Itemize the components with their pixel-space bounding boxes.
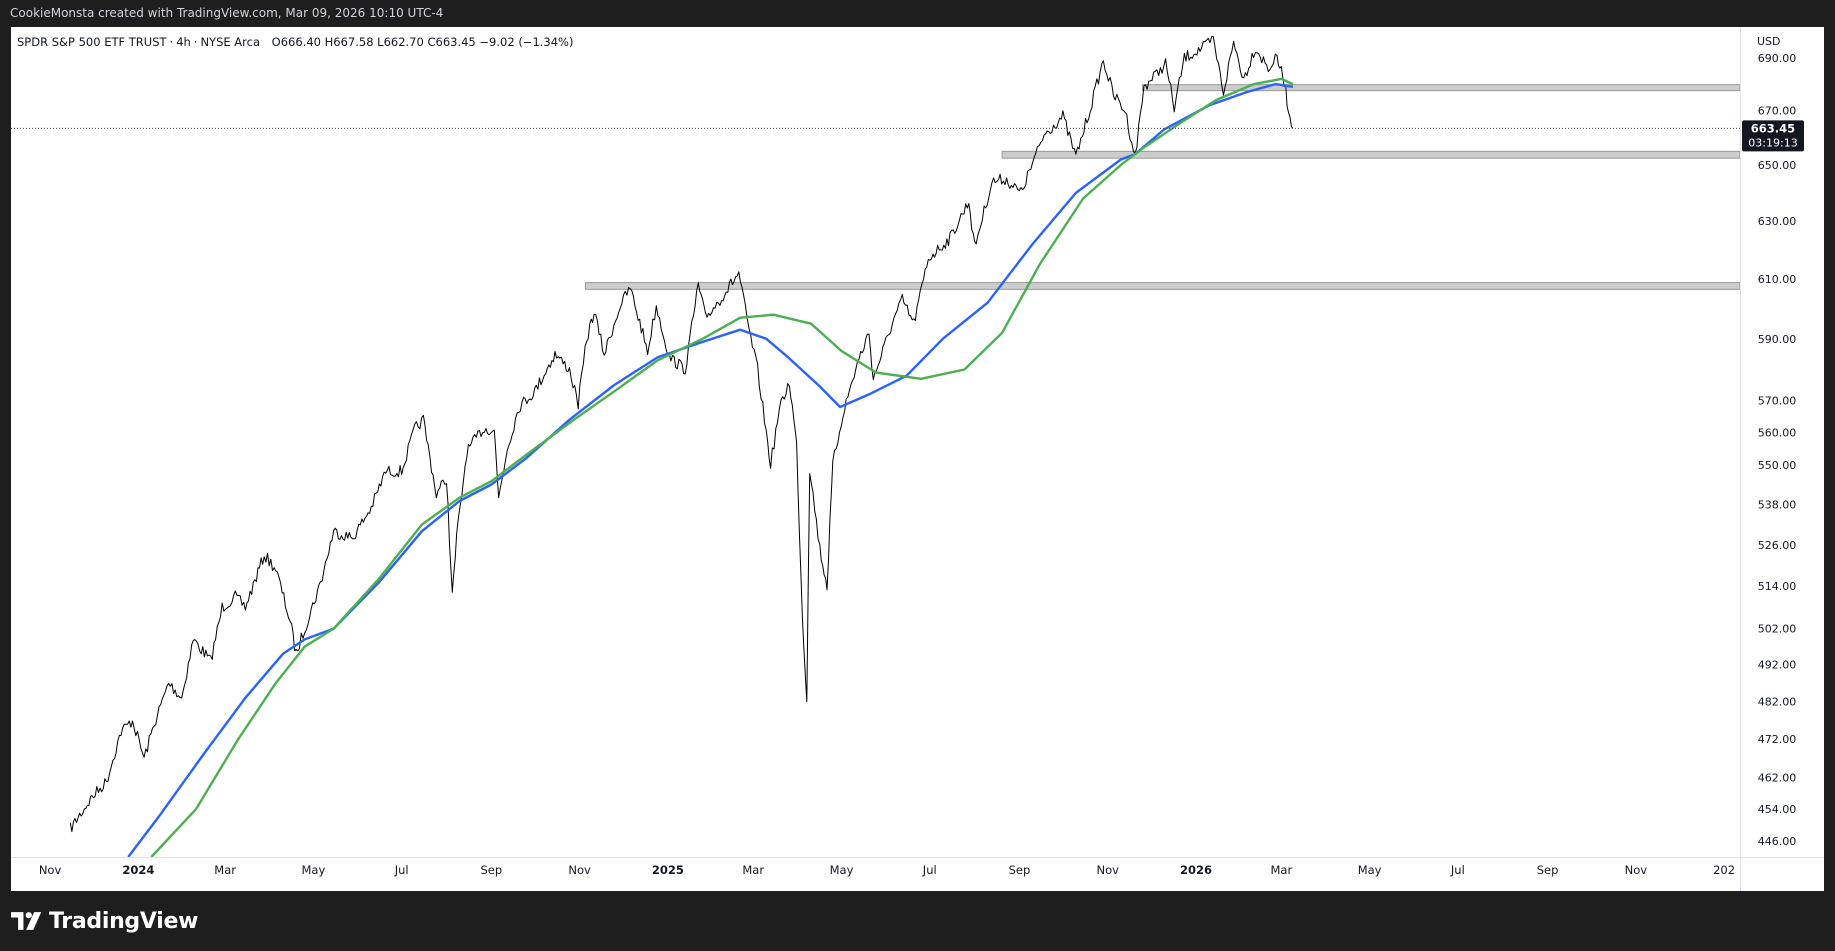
x-tick-label: Nov bbox=[1625, 863, 1648, 877]
legend-low: L662.70 bbox=[377, 35, 424, 49]
x-tick-label: Jul bbox=[394, 863, 409, 877]
legend-exchange: NYSE Arca bbox=[200, 35, 261, 49]
x-tick-label: 202 bbox=[1713, 863, 1735, 877]
y-tick-label: 492.00 bbox=[1758, 659, 1797, 672]
legend-interval: 4h bbox=[176, 35, 191, 49]
y-tick-label: 472.00 bbox=[1758, 733, 1797, 746]
y-tick-label: 454.00 bbox=[1758, 803, 1797, 816]
x-tick-label: May bbox=[1358, 863, 1382, 877]
y-tick-label: 462.00 bbox=[1758, 772, 1797, 785]
symbol-legend: SPDR S&P 500 ETF TRUST · 4h · NYSE Arca O666… bbox=[17, 35, 574, 49]
y-tick-label: 610.00 bbox=[1758, 273, 1797, 286]
chart-panel[interactable]: USD 690.00 670.00 650.00 630.00 610.00 590.00 5… bbox=[11, 27, 1824, 891]
x-tick-label: Nov bbox=[1096, 863, 1119, 877]
y-tick-label: 446.00 bbox=[1758, 835, 1797, 848]
y-tick-label: 560.00 bbox=[1758, 426, 1797, 439]
legend-symbol: SPDR S&P 500 ETF TRUST bbox=[17, 35, 167, 49]
support-resistance-zone[interactable] bbox=[584, 282, 1741, 290]
x-tick-label: Nov bbox=[568, 863, 591, 877]
x-tick-label: May bbox=[302, 863, 326, 877]
y-tick-label: 590.00 bbox=[1758, 333, 1797, 346]
x-tick-label: Sep bbox=[481, 863, 503, 877]
footer-brand: TradingView bbox=[49, 908, 199, 934]
x-tick-label: Sep bbox=[1009, 863, 1031, 877]
x-tick-label: Mar bbox=[742, 863, 764, 877]
support-resistance-zone[interactable] bbox=[1141, 84, 1741, 92]
moving-average-green bbox=[150, 77, 1294, 858]
y-tick-label: 650.00 bbox=[1758, 159, 1797, 172]
legend-high: H667.58 bbox=[324, 35, 374, 49]
y-tick-label: 630.00 bbox=[1758, 215, 1797, 228]
y-tick-label: 526.00 bbox=[1758, 539, 1797, 552]
last-price-tag[interactable] bbox=[1742, 120, 1804, 152]
x-tick-label: Jul bbox=[922, 863, 937, 877]
x-tick-label: Mar bbox=[214, 863, 236, 877]
x-tick-label: Nov bbox=[39, 863, 62, 877]
y-tick-label: 502.00 bbox=[1758, 623, 1797, 636]
y-tick-label: 482.00 bbox=[1758, 696, 1797, 709]
price-chart[interactable]: USD 690.00 670.00 650.00 630.00 610.00 590.00 5… bbox=[11, 27, 1824, 891]
x-tick-label: Jul bbox=[1450, 863, 1465, 877]
y-tick-label: 570.00 bbox=[1758, 395, 1797, 408]
price-series bbox=[69, 36, 1294, 833]
legend-change: −9.02 (−1.34%) bbox=[479, 35, 574, 49]
x-tick-label: 2025 bbox=[652, 863, 684, 877]
legend-open: O666.40 bbox=[271, 35, 321, 49]
y-tick-label: 538.00 bbox=[1758, 498, 1797, 511]
x-tick-label: Mar bbox=[1270, 863, 1292, 877]
moving-average-blue bbox=[127, 82, 1294, 858]
tradingview-logo-icon bbox=[11, 912, 42, 930]
currency-label: USD bbox=[1757, 35, 1781, 48]
y-tick-label: 550.00 bbox=[1758, 459, 1797, 472]
support-resistance-zone[interactable] bbox=[1001, 150, 1741, 159]
y-tick-label: 690.00 bbox=[1758, 52, 1797, 65]
x-tick-label: 2026 bbox=[1180, 863, 1212, 877]
chart-attribution: CookieMonsta created with TradingView.co… bbox=[10, 6, 444, 20]
x-tick-label: Sep bbox=[1537, 863, 1559, 877]
y-tick-label: 670.00 bbox=[1758, 105, 1797, 118]
tradingview-logo[interactable]: TradingView bbox=[11, 906, 198, 936]
plot-area[interactable] bbox=[11, 27, 1740, 857]
x-tick-label: 2024 bbox=[122, 863, 154, 877]
legend-close: C663.45 bbox=[427, 35, 476, 49]
y-tick-label: 514.00 bbox=[1758, 580, 1797, 593]
last-price-value: 663.45 bbox=[1751, 121, 1795, 135]
bar-countdown: 03:19:13 bbox=[1748, 136, 1797, 149]
x-tick-label: May bbox=[830, 863, 854, 877]
